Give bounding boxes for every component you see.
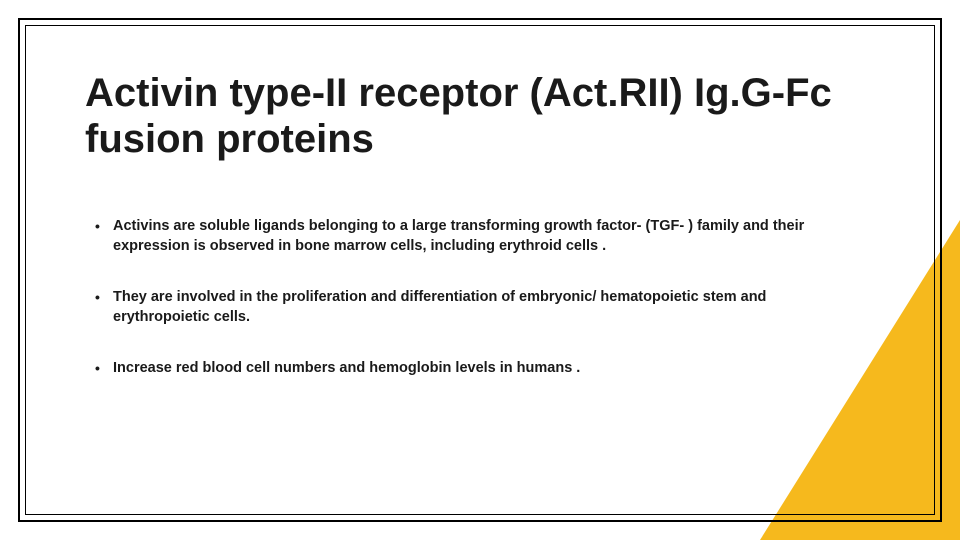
bullet-item: They are involved in the proliferation a… <box>85 288 850 327</box>
bullet-item: Increase red blood cell numbers and hemo… <box>85 359 850 379</box>
bullet-list: Activins are soluble ligands belonging t… <box>85 217 850 379</box>
slide-content: Activin type-II receptor (Act.RII) Ig.G-… <box>85 70 850 411</box>
bullet-item: Activins are soluble ligands belonging t… <box>85 217 850 256</box>
slide-title: Activin type-II receptor (Act.RII) Ig.G-… <box>85 70 850 162</box>
